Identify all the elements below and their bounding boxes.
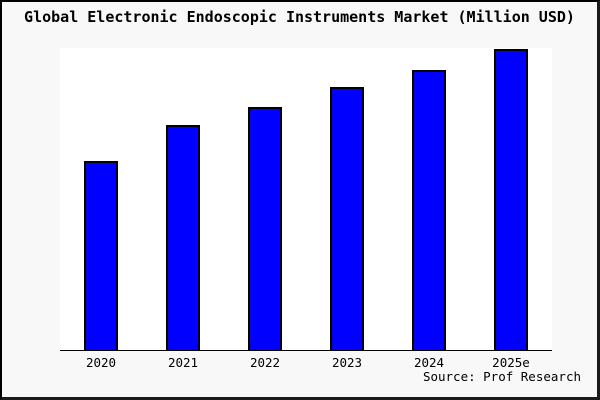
bar-slot — [470, 48, 552, 350]
bar — [166, 125, 200, 350]
bar-slot — [224, 48, 306, 350]
bar — [412, 70, 446, 350]
bar-slot — [306, 48, 388, 350]
x-axis-label: 2024 — [413, 355, 445, 370]
bar-slot — [388, 48, 470, 350]
x-axis-label: 2023 — [331, 355, 363, 370]
source-text: Source: Prof Research — [422, 369, 581, 384]
x-axis-labels: 2020 2021 2022 2023 2024 2025e — [60, 355, 552, 370]
bar — [248, 107, 282, 350]
x-axis-label: 2020 — [85, 355, 117, 370]
chart-title: Global Electronic Endoscopic Instruments… — [24, 8, 575, 26]
plot-area — [60, 48, 552, 351]
x-axis-label: 2025e — [492, 355, 530, 370]
bar-slot — [142, 48, 224, 350]
x-axis-label: 2022 — [249, 355, 281, 370]
bar — [84, 161, 118, 350]
bar — [494, 49, 528, 350]
bar — [330, 87, 364, 350]
x-axis-label: 2021 — [167, 355, 199, 370]
bar-slot — [60, 48, 142, 350]
